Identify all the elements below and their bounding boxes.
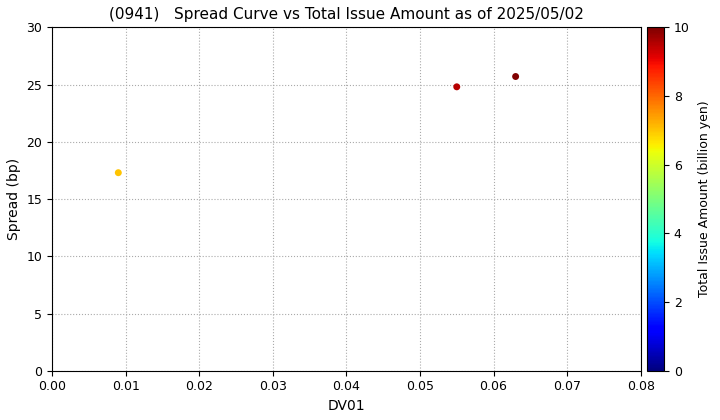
- Y-axis label: Spread (bp): Spread (bp): [7, 158, 21, 240]
- Title: (0941)   Spread Curve vs Total Issue Amount as of 2025/05/02: (0941) Spread Curve vs Total Issue Amoun…: [109, 7, 584, 22]
- X-axis label: DV01: DV01: [328, 399, 365, 413]
- Point: [510, 73, 521, 80]
- Y-axis label: Total Issue Amount (billion yen): Total Issue Amount (billion yen): [698, 101, 711, 297]
- Point: [112, 169, 124, 176]
- Point: [451, 84, 462, 90]
